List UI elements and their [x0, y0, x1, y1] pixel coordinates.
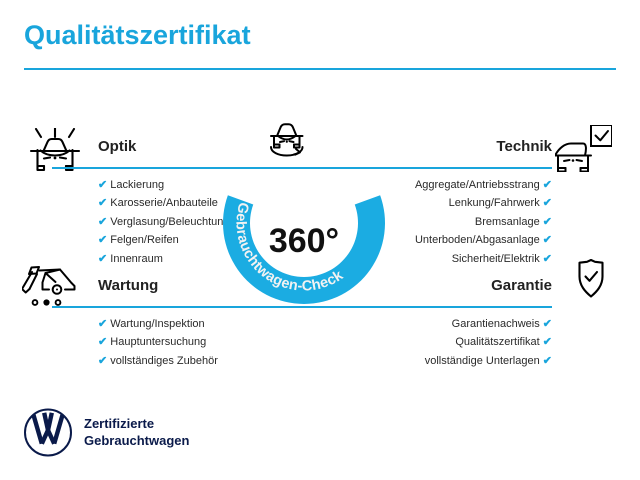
- svg-text:360°: 360°: [269, 222, 339, 260]
